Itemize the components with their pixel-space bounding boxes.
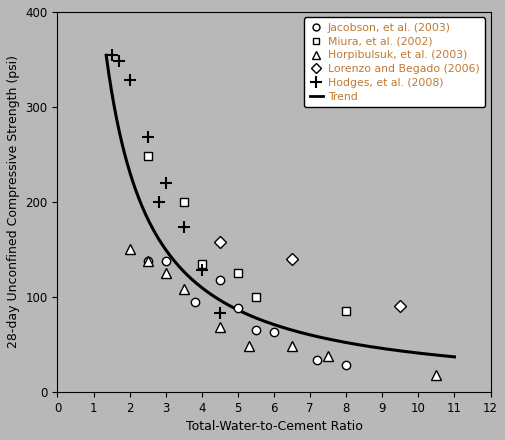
Y-axis label: 28-day Unconfined Compressive Strength (psi): 28-day Unconfined Compressive Strength (… — [7, 55, 20, 348]
Legend: Jacobson, et al. (2003), Miura, et al. (2002), Horpibulsuk, et al. (2003), Loren: Jacobson, et al. (2003), Miura, et al. (… — [304, 17, 485, 107]
X-axis label: Total-Water-to-Cement Ratio: Total-Water-to-Cement Ratio — [185, 420, 363, 433]
